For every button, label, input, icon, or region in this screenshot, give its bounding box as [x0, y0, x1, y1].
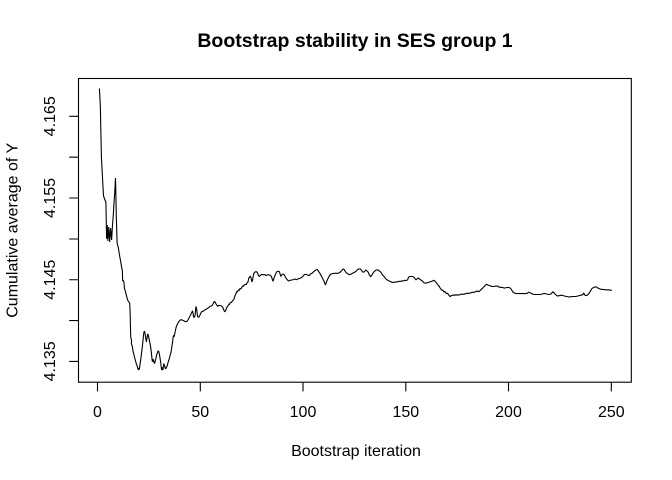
svg-text:250: 250	[598, 404, 625, 421]
svg-text:4.135: 4.135	[42, 341, 59, 381]
svg-text:4.165: 4.165	[42, 96, 59, 136]
svg-text:200: 200	[495, 404, 522, 421]
svg-text:Cumulative average of Y: Cumulative average of Y	[4, 143, 21, 318]
svg-text:0: 0	[93, 404, 102, 421]
svg-text:4.145: 4.145	[42, 260, 59, 300]
svg-text:50: 50	[191, 404, 209, 421]
svg-text:150: 150	[392, 404, 419, 421]
svg-text:Bootstrap iteration: Bootstrap iteration	[291, 443, 421, 460]
svg-text:Bootstrap stability in SES gro: Bootstrap stability in SES group 1	[197, 30, 512, 52]
svg-text:4.155: 4.155	[42, 178, 59, 218]
svg-text:100: 100	[290, 404, 317, 421]
